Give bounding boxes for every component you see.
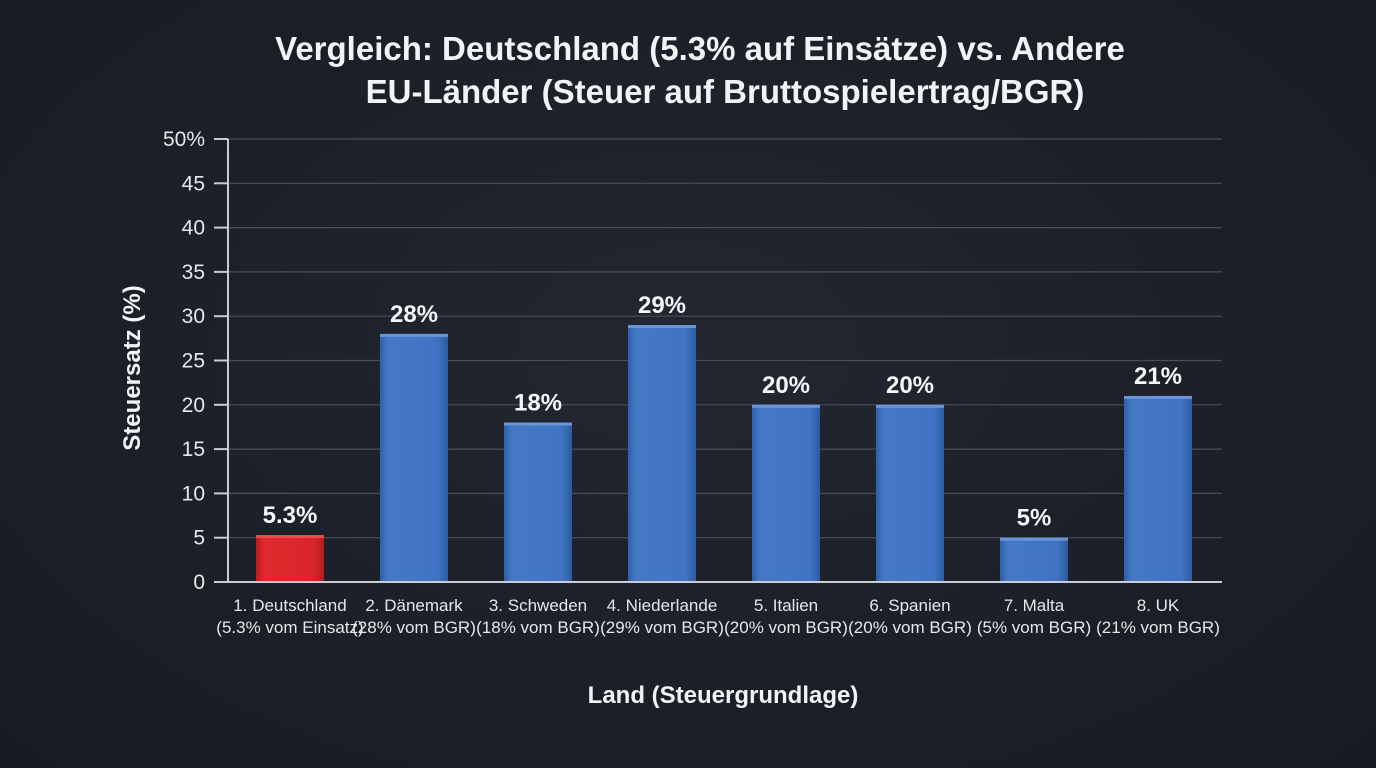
bar-top-edge [256, 535, 324, 539]
bar [876, 404, 944, 582]
y-tick-label: 35 [182, 261, 205, 284]
y-tick-label: 0 [193, 571, 205, 594]
bar [628, 325, 696, 582]
data-label: 18% [514, 390, 562, 417]
chart-title-line-2: EU-Länder (Steuer auf Bruttospielertrag/… [366, 73, 1085, 110]
x-tick-label: 4. Niederlande [607, 596, 718, 615]
y-tick-label: 20 [182, 394, 205, 417]
bar-top-edge [1000, 537, 1068, 541]
bar-top-edge [504, 422, 572, 426]
data-label: 5% [1017, 505, 1052, 532]
x-tick-sublabel: (5.3% vom Einsatz) [216, 618, 363, 637]
bar [380, 333, 448, 582]
data-label: 5.3% [263, 502, 318, 529]
gridlines [228, 138, 1222, 539]
bar-top-edge [752, 404, 820, 408]
data-label: 21% [1134, 363, 1182, 390]
x-tick-sublabel: (5% vom BGR) [977, 618, 1091, 637]
y-tick-label: 30 [182, 305, 205, 328]
x-tick-label: 7. Malta [1004, 596, 1065, 615]
x-tick-label: 5. Italien [754, 596, 818, 615]
bar-top-edge [1124, 395, 1192, 399]
x-tick-sublabel: (18% vom BGR) [476, 618, 600, 637]
bar [1000, 537, 1068, 582]
x-tick-sublabel: (29% vom BGR) [600, 618, 724, 637]
data-label: 20% [762, 372, 810, 399]
data-label: 28% [390, 301, 438, 328]
x-tick-label: 3. Schweden [489, 596, 587, 615]
y-axis-label: Steuersatz (%) [119, 285, 146, 450]
y-axis-ticks: 0 5 10 15 20 25 30 35 40 45 50% [163, 128, 228, 594]
bars [256, 325, 1192, 582]
bar-top-edge [380, 333, 448, 337]
x-tick-label: 1. Deutschland [233, 596, 346, 615]
bar [1124, 395, 1192, 582]
bar [256, 535, 324, 582]
data-labels: 5.3% 28% 18% 29% 20% 20% 5% 21% [263, 292, 1182, 532]
y-tick-label: 50% [163, 128, 205, 151]
y-tick-label: 5 [193, 527, 205, 550]
bar [752, 404, 820, 582]
x-tick-sublabel: (28% vom BGR) [352, 618, 476, 637]
x-tick-label: 8. UK [1137, 596, 1180, 615]
x-axis-label: Land (Steuergrundlage) [588, 682, 859, 709]
x-tick-label: 6. Spanien [869, 596, 950, 615]
bar [504, 422, 572, 582]
y-tick-label: 40 [182, 217, 205, 240]
y-tick-label: 15 [182, 438, 205, 461]
y-tick-label: 25 [182, 350, 205, 373]
y-tick-label: 10 [182, 482, 205, 505]
data-label: 20% [886, 372, 934, 399]
y-tick-label: 45 [182, 172, 205, 195]
x-tick-sublabel: (20% vom BGR) [848, 618, 972, 637]
x-tick-sublabel: (20% vom BGR) [724, 618, 848, 637]
data-label: 29% [638, 292, 686, 319]
x-tick-label: 2. Dänemark [365, 596, 463, 615]
x-tick-sublabel: (21% vom BGR) [1096, 618, 1220, 637]
bar-top-edge [876, 404, 944, 408]
bar-top-edge [628, 325, 696, 329]
chart-title-line-1: Vergleich: Deutschland (5.3% auf Einsätz… [275, 30, 1125, 67]
x-axis-ticks: 1. Deutschland (5.3% vom Einsatz)2. Dänem… [216, 596, 1220, 637]
